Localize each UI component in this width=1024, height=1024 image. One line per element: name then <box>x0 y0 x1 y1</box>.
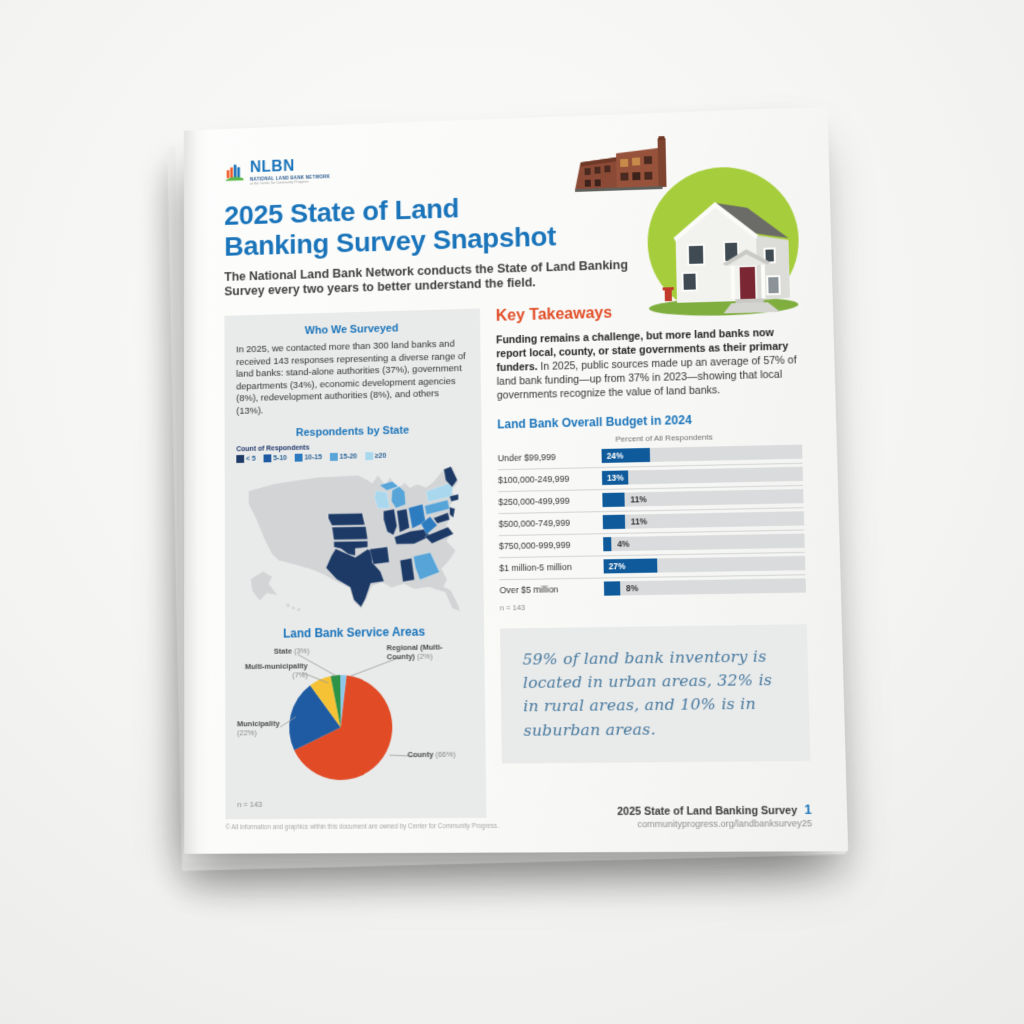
bar-value-label: 8% <box>626 583 639 594</box>
map-legend-item: ≥20 <box>364 452 386 461</box>
us-choropleth-map <box>236 460 472 617</box>
pie-slice <box>330 674 341 728</box>
budget-category-label: $750,000-999,999 <box>498 540 571 552</box>
pie-slice <box>310 675 340 726</box>
bar-fill <box>602 492 625 508</box>
pie-label-regional: Regional (Multi-County) (2%) <box>386 642 443 662</box>
page-footer: © All information and graphics within th… <box>225 802 812 831</box>
pie-label-multi-municipality: Multi-municipality (7%) <box>244 661 308 680</box>
pie-label-county: County (66%) <box>407 749 456 760</box>
bar-fill: 13% <box>601 470 629 486</box>
map-legend-item: < 5 <box>236 455 256 464</box>
footer-doc-title: 2025 State of Land Banking Survey <box>617 804 798 819</box>
right-column: Key Takeaways Funding remains a challeng… <box>496 299 812 817</box>
page-number: 1 <box>804 802 812 818</box>
legend-swatch <box>236 455 245 464</box>
left-panel: Who We Surveyed In 2025, we contacted mo… <box>224 308 487 820</box>
bar-fill <box>602 515 625 530</box>
bar-fill <box>603 537 612 552</box>
booklet: NLBN NATIONAL LAND BANK NETWORK at the C… <box>167 106 849 871</box>
who-we-surveyed-text: In 2025, we contacted more than 300 land… <box>236 338 466 417</box>
service-areas-heading: Land Bank Service Areas <box>283 624 426 641</box>
pie-slice <box>340 674 348 728</box>
legend-swatch <box>263 454 272 463</box>
pie-label-municipality: Municipality (22%) <box>237 718 280 738</box>
quote-text: 59% of land bank inventory is located in… <box>522 647 773 740</box>
budget-category-label: Over $5 million <box>499 584 559 596</box>
bar-value-label: 24% <box>606 450 624 462</box>
budget-category-label: $500,000-749,999 <box>498 518 571 530</box>
bar-value-label: 11% <box>630 494 647 505</box>
service-areas-pie-chart: State (3%) Multi-municipality (7%) Munic… <box>237 642 474 798</box>
quote-callout: 59% of land bank inventory is located in… <box>500 624 811 764</box>
footer-url: communityprogress.org/landbanksurvey25 <box>637 818 813 830</box>
legend-swatch <box>294 453 303 462</box>
bar-value-label: 27% <box>608 561 626 572</box>
bar-value-label: 11% <box>630 516 648 527</box>
bar-track: 27% <box>603 556 806 574</box>
map-legend-item: 10-15 <box>294 453 322 462</box>
bar-fill: 24% <box>601 448 650 464</box>
budget-category-label: $100,000-249,999 <box>497 474 570 486</box>
legend-swatch <box>364 452 373 461</box>
pie-label-state: State (3%) <box>273 646 310 656</box>
budget-category-label: Under $99,999 <box>497 452 556 464</box>
key-takeaways-text: Funding remains a challenge, but more la… <box>496 327 797 402</box>
bar-track: 11% <box>602 489 804 508</box>
bar-value-label: 13% <box>606 472 624 484</box>
budget-bar-chart: Under $99,999 24% $100,000-249,999 13% $250,… <box>497 441 807 602</box>
budget-category-label: $250,000-499,999 <box>498 496 570 508</box>
factory-photo <box>570 134 683 201</box>
bar-value-label: 4% <box>617 539 630 550</box>
budget-sample-size: n = 143 <box>499 602 526 613</box>
bar-track: 13% <box>601 467 803 486</box>
budget-chart-heading: Land Bank Overall Budget in 2024 <box>497 412 692 432</box>
budget-bar-row: Over $5 million 8% <box>499 574 807 602</box>
bar-track: 24% <box>601 444 803 464</box>
pie-slice <box>289 685 340 749</box>
hero-graphics <box>570 121 815 326</box>
nlbn-logo-icon <box>224 161 245 188</box>
respondents-map-heading: Respondents by State <box>295 424 410 440</box>
legend-swatch <box>329 453 338 462</box>
copyright-text: © All information and graphics within th… <box>225 822 499 832</box>
budget-category-label: $1 million-5 million <box>499 562 572 574</box>
map-legend-item: 5-10 <box>263 454 287 463</box>
bar-track: 4% <box>603 533 805 552</box>
bar-fill: 27% <box>603 558 658 574</box>
pie-slice <box>293 674 393 781</box>
bar-fill <box>603 581 621 597</box>
logo-wordmark: NLBN <box>249 158 295 177</box>
house-photo <box>636 172 808 324</box>
who-we-surveyed-heading: Who We Surveyed <box>304 322 399 337</box>
bar-track: 11% <box>602 511 805 530</box>
map-legend-item: 15-20 <box>329 453 357 462</box>
document-page: NLBN NATIONAL LAND BANK NETWORK at the C… <box>183 106 849 854</box>
bar-track: 8% <box>603 578 806 597</box>
